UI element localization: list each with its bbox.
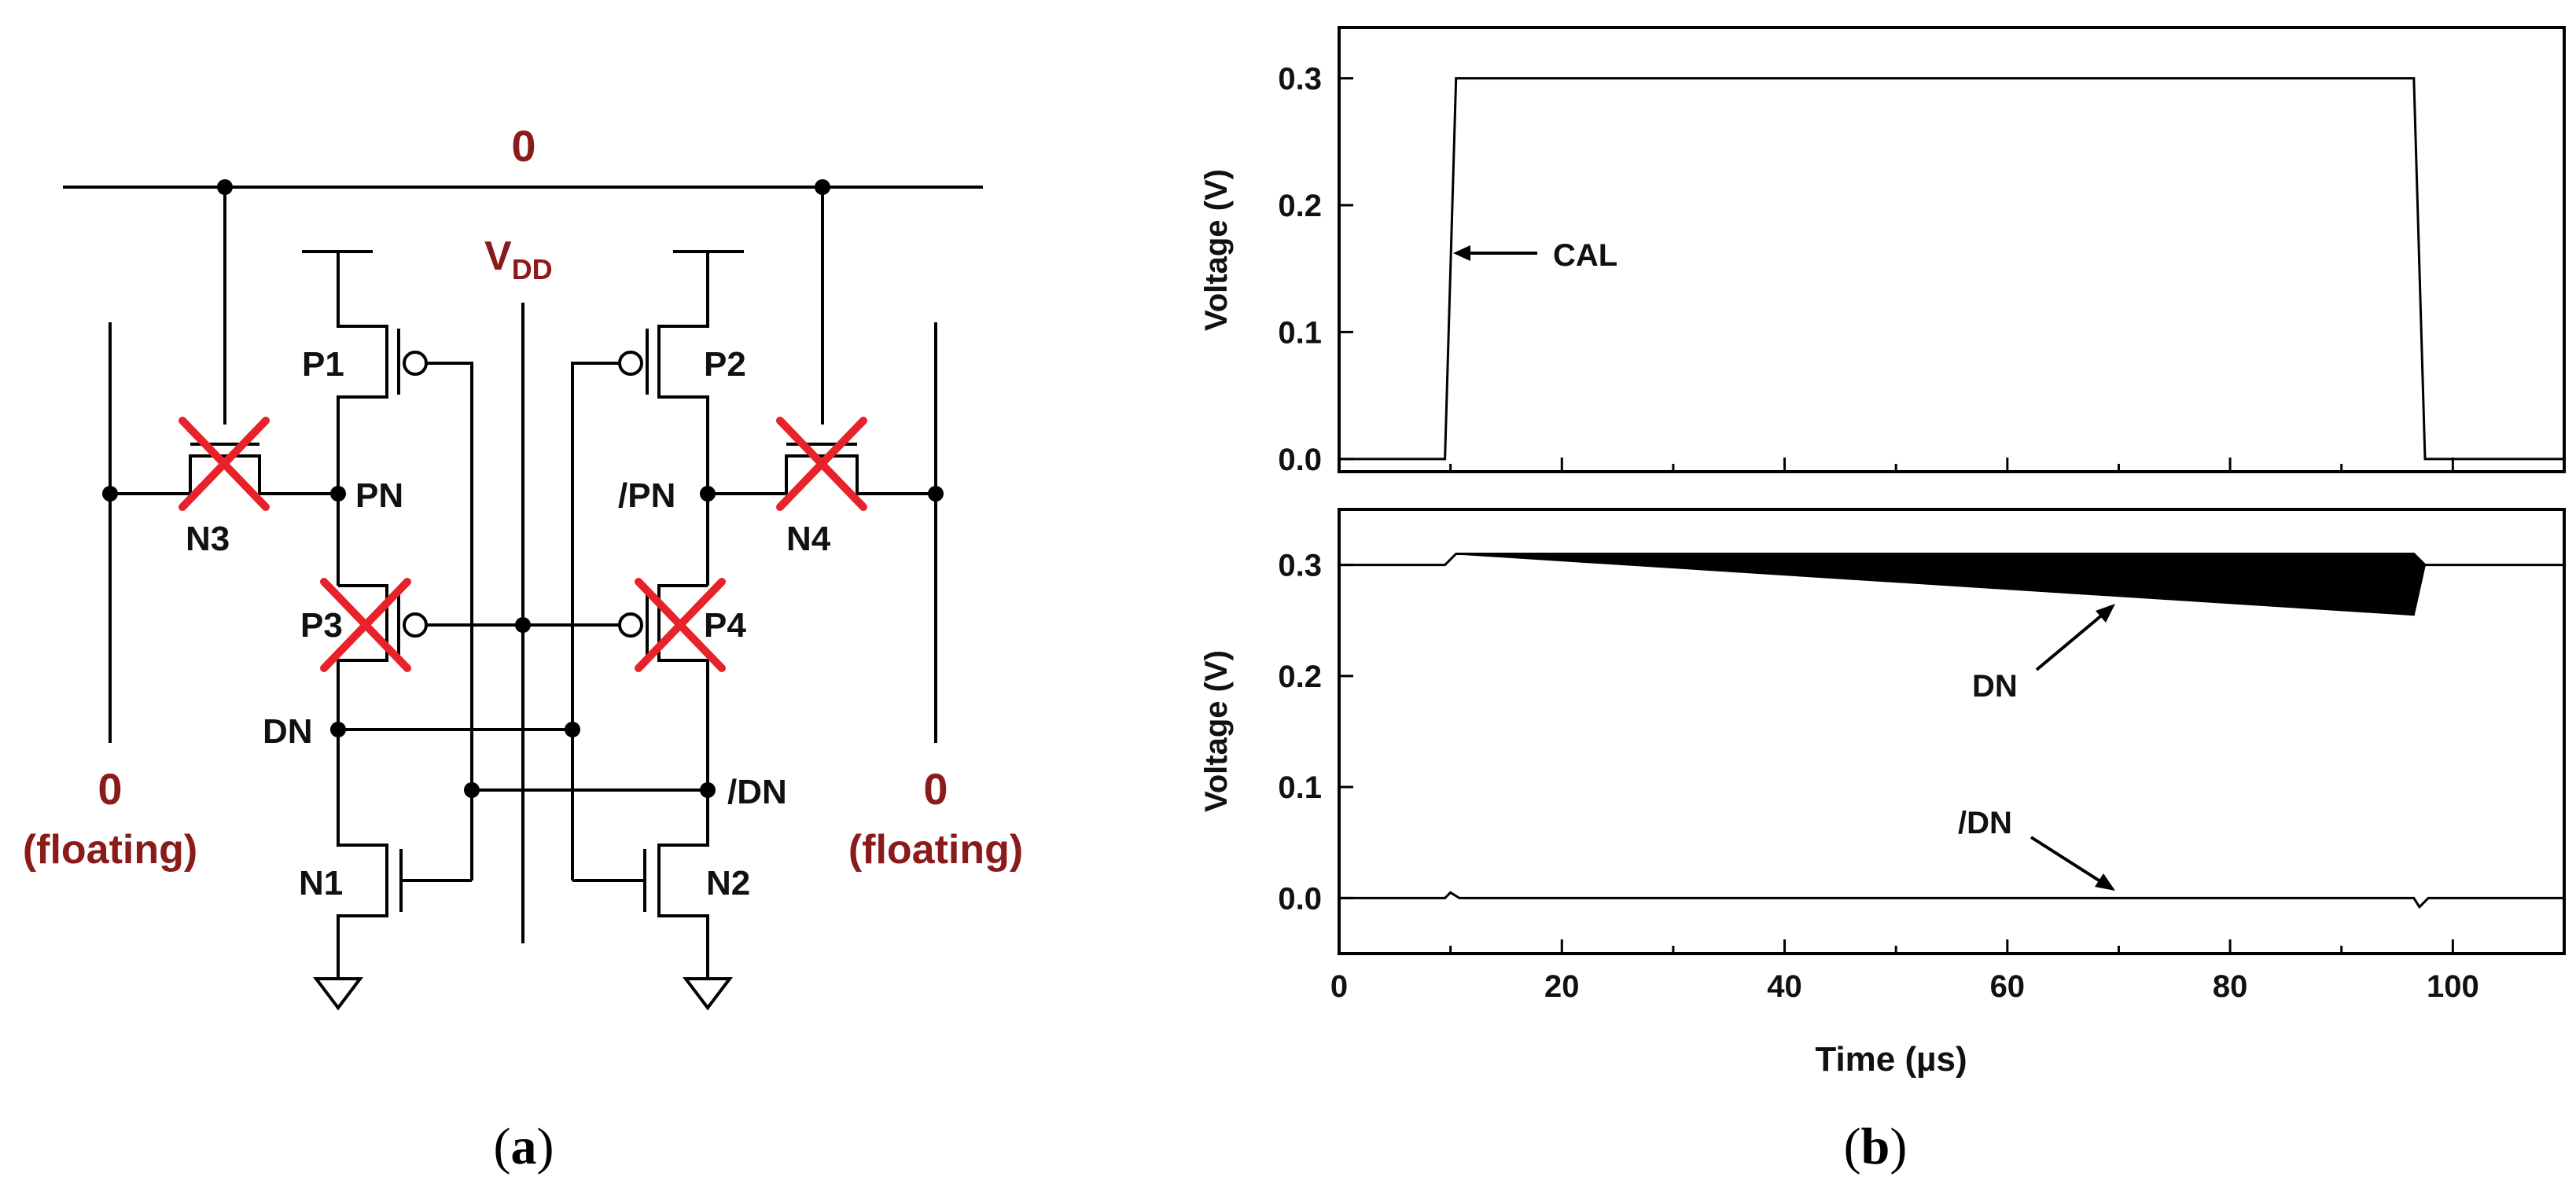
caption-b: (b) [1844, 1118, 1908, 1175]
p4-label: P4 [704, 606, 746, 645]
y-tick-label: 0.3 [1278, 549, 1322, 583]
dn-cross-node [565, 722, 580, 737]
bottom-plot-frame [1338, 508, 2566, 955]
sram-cell-circuit: 0 VDD 0 (floating) 0 (floating) P1 PN P3… [23, 121, 1023, 1175]
cal-arrowhead [1453, 245, 1470, 261]
x-tick-label: 80 [2213, 969, 2248, 1004]
dn-arrow [2035, 608, 2110, 671]
series-line-cal [1339, 77, 2564, 461]
top-plot-frame [1338, 26, 2566, 473]
top-rail-label: 0 [511, 121, 535, 171]
right-bitline-note: (floating) [848, 827, 1023, 873]
p2-gate-wire [571, 362, 620, 880]
bottom-ylabel: Voltage (V) [1199, 650, 1234, 812]
n3-cross-mark [178, 417, 270, 511]
vdd-gate-node [515, 617, 531, 633]
x-axis-label: Time (µs) [1815, 1040, 1967, 1079]
p2-label: P2 [704, 345, 746, 384]
p3-label: P3 [300, 606, 343, 645]
p3-cross-mark [320, 578, 411, 672]
dn-bar-label: /DN [1958, 806, 2012, 840]
left-bitline-note: (floating) [23, 827, 197, 873]
top-plot-axes: 0.0 0.1 0.2 0.3 [1278, 62, 2566, 477]
bottom-plot-axes: 0.0 0.1 0.2 0.3 0 20 40 60 80 100 [1278, 549, 2566, 1004]
p4-gate-bubble [618, 612, 643, 638]
waveform-plots: 0.0 0.1 0.2 0.3 0.0 0.1 0.2 0.3 0 20 40 60 80 100 CA… [1199, 26, 2566, 1175]
dn-arrowhead [2096, 604, 2115, 623]
top-ylabel: Voltage (V) [1199, 169, 1234, 331]
p1-transistor [337, 252, 388, 472]
y-tick-label: 0.2 [1278, 660, 1322, 694]
n3-transistor [110, 187, 338, 495]
y-tick-label: 0.1 [1278, 770, 1322, 805]
p1-gate-wire [426, 362, 473, 880]
x-tick-label: 100 [2427, 969, 2479, 1004]
n2-label: N2 [706, 864, 750, 902]
n4-label: N4 [786, 520, 831, 558]
dn-bar-cross-node [464, 782, 480, 798]
right-bitline-value: 0 [923, 764, 948, 814]
dn-waveform-band [1455, 553, 2427, 616]
n2-transistor [657, 790, 709, 979]
pn-bar-label: /PN [618, 476, 675, 515]
x-tick-label: 0 [1330, 969, 1348, 1004]
dn-label: DN [263, 712, 313, 751]
y-tick-label: 0.1 [1278, 315, 1322, 350]
y-tick-label: 0.0 [1278, 881, 1322, 916]
y-tick-label: 0.0 [1278, 443, 1322, 477]
disabled-marks [178, 417, 867, 672]
n1-ground [312, 977, 364, 1011]
dn-label: DN [1972, 669, 2018, 704]
p1-label: P1 [302, 345, 344, 384]
n1-transistor [337, 723, 388, 979]
p2-gate-bubble [618, 351, 643, 376]
x-tick-label: 60 [1990, 969, 2026, 1004]
dn-bar-arrowhead [2095, 873, 2115, 891]
p1-gate-bubble [403, 351, 428, 376]
pn-label: PN [355, 476, 403, 515]
n1-label: N1 [299, 864, 343, 902]
p4-transistor [657, 584, 709, 790]
series-line--dn [1339, 891, 2564, 910]
x-tick-label: 40 [1767, 969, 1802, 1004]
x-tick-label: 20 [1544, 969, 1580, 1004]
dn-bar-arrow [2030, 836, 2110, 888]
cal-label: CAL [1553, 238, 1617, 273]
p4-cross-mark [635, 578, 726, 672]
top-plot-series [1339, 77, 2564, 461]
n2-ground [682, 977, 734, 1011]
p3-gate-bubble [403, 612, 428, 638]
p2-transistor [657, 252, 709, 472]
y-tick-label: 0.3 [1278, 62, 1322, 97]
caption-a: (a) [494, 1118, 554, 1175]
left-bitline-value: 0 [98, 764, 122, 814]
y-tick-label: 0.2 [1278, 189, 1322, 223]
p3-transistor [337, 584, 388, 723]
dn-bar-label: /DN [727, 773, 787, 811]
vdd-label: VDD [484, 233, 553, 285]
n4-cross-mark [776, 417, 867, 511]
n3-label: N3 [186, 520, 230, 558]
n4-transistor [708, 187, 936, 495]
